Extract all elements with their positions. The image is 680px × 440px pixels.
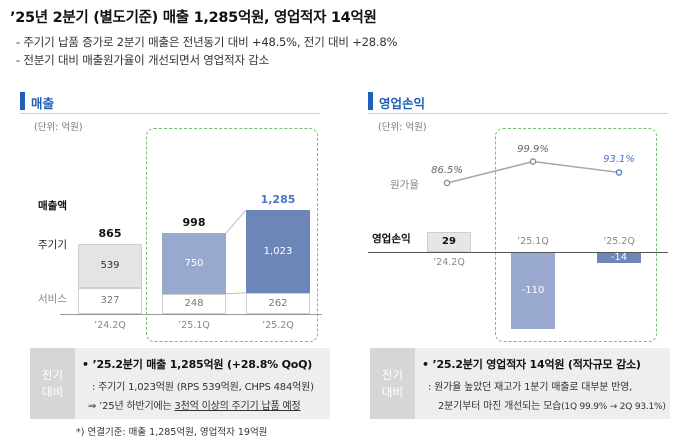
bar-main-0: 539	[78, 243, 142, 288]
total-label-0: 865	[98, 226, 122, 240]
op-bar-0: 29	[427, 231, 471, 252]
op-section-rule	[368, 113, 668, 114]
summary-left-side: 전기 대비	[30, 348, 75, 419]
total-label-1: 998	[182, 216, 206, 230]
x-tick-1: ’25.1Q	[178, 320, 210, 331]
row-label-service: 서비스	[38, 293, 67, 305]
revenue-section-rule	[20, 113, 320, 114]
summary-right-line2: 2분기부터 마진 개선되는 모습(1Q 99.9% → 2Q 93.1%)	[438, 397, 666, 412]
op-x-tick-2: ’25.2Q	[603, 236, 635, 247]
summary-right-headline: • ’25.2분기 영업적자 14억원 (적자규모 감소)	[422, 358, 641, 371]
x-tick-2: ’25.2Q	[262, 320, 294, 331]
page-title: ’25년 2분기 (별도기준) 매출 1,285억원, 영업적자 14억원	[10, 10, 377, 26]
summary-left-box	[30, 348, 330, 419]
op-bar-1: -110	[511, 253, 555, 329]
op-profit-label: 영업손익	[372, 233, 411, 245]
op-highlight-box	[495, 128, 657, 342]
bar-service-0: 327	[78, 287, 142, 314]
summary-left-side-label: 전기 대비	[41, 367, 64, 399]
x-tick-0: ’24.2Q	[94, 320, 126, 331]
summary-right-side-label: 전기 대비	[381, 367, 404, 399]
summary-right-side: 전기 대비	[370, 348, 415, 419]
cost-ratio-label-2: 93.1%	[603, 154, 635, 166]
row-label-main: 주기기	[38, 239, 67, 251]
revenue-baseline	[60, 314, 322, 315]
cost-ratio-point-0	[443, 179, 451, 187]
revenue-section-marker	[20, 92, 25, 110]
summary-right-line2-small: (1Q 99.9% → 2Q 93.1%)	[561, 402, 666, 412]
bullet-revenue: - 주기기 납품 증가로 2분기 매출은 전년동기 대비 +48.5%, 전기 …	[16, 35, 398, 49]
cost-ratio-label-1: 99.9%	[517, 143, 549, 155]
revenue-highlight-box	[146, 128, 318, 342]
summary-right-line1: : 원가율 높았던 재고가 1분기 매출로 대부분 반영,	[428, 382, 633, 393]
row-label-total: 매출액	[38, 200, 67, 212]
bar-service-1: 248	[162, 293, 226, 314]
total-label-2: 1,285	[260, 192, 296, 206]
summary-left-line2-underlined: 3천억 이상의 주기기 납품 예정	[174, 401, 301, 412]
op-x-tick-1: ’25.1Q	[517, 236, 549, 247]
summary-left-line2-prefix: ⇒ ’25년 하반기에는	[88, 401, 175, 412]
summary-left-headline: • ’25.2분기 매출 1,285억원 (+28.8% QoQ)	[82, 358, 313, 371]
summary-left-line2: ⇒ ’25년 하반기에는 3천억 이상의 주기기 납품 예정	[88, 397, 301, 412]
op-bar-2: -14	[597, 252, 641, 263]
summary-right-box	[370, 348, 670, 419]
bar-service-2: 262	[246, 292, 310, 314]
op-unit: (단위: 억원)	[378, 122, 427, 133]
op-baseline	[368, 252, 668, 253]
op-section-title: 영업손익	[379, 96, 426, 111]
summary-left-line1: : 주기기 1,023억원 (RPS 539억원, CHPS 484억원)	[92, 382, 314, 393]
summary-right-line2-text: 2분기부터 마진 개선되는 모습	[438, 401, 562, 412]
footnote: *) 연결기준: 매출 1,285억원, 영업적자 19억원	[76, 427, 268, 438]
op-x-tick-0: ’24.2Q	[433, 257, 465, 268]
bar-main-1: 750	[162, 233, 226, 294]
op-section-marker	[368, 92, 373, 110]
revenue-unit: (단위: 억원)	[34, 122, 83, 133]
bar-main-2: 1,023	[246, 209, 310, 293]
cost-ratio-label: 원가율	[390, 179, 419, 191]
bullet-profit: - 전분기 대비 매출원가율이 개선되면서 영업적자 감소	[16, 53, 270, 67]
revenue-section-title: 매출	[31, 96, 55, 111]
cost-ratio-label-0: 86.5%	[431, 165, 463, 176]
